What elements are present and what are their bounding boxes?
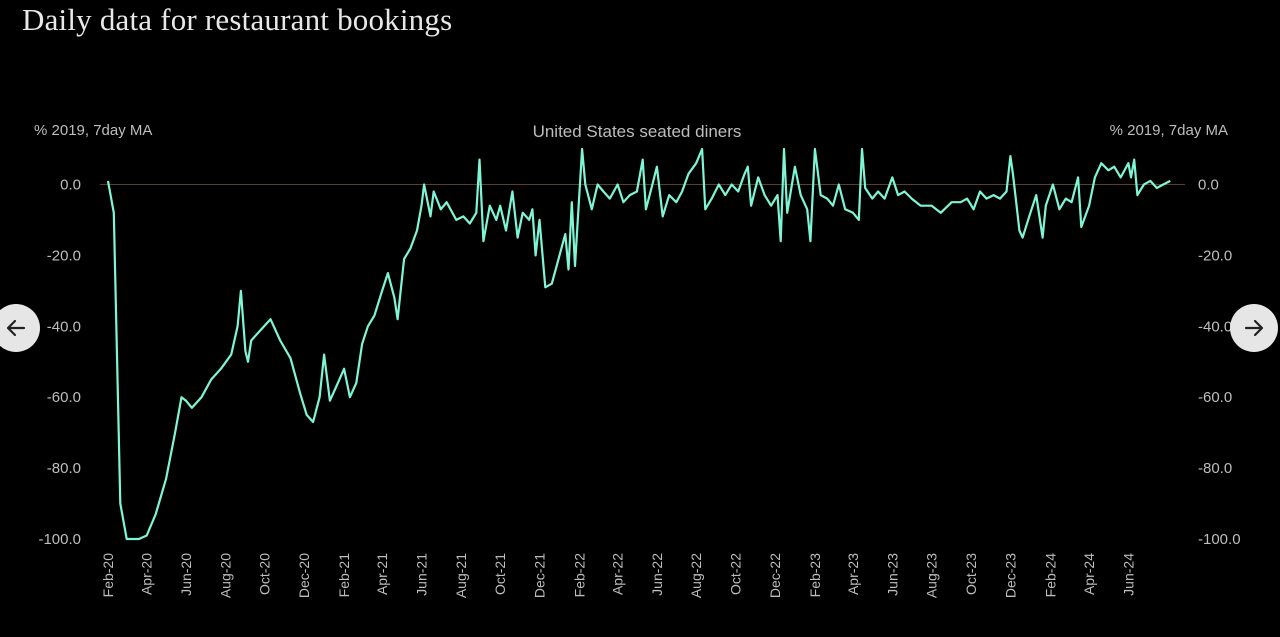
x-tick-label: Apr-24 [1081,553,1097,595]
x-tick-label: Apr-22 [610,553,626,595]
y-tick-label-left: 0.0 [60,176,81,193]
y-ticks-right: 0.0 -20.0 -40.0 -60.0 -80.0 -100.0 [1198,176,1241,548]
y-tick-label-left: -40.0 [47,318,81,335]
series-line [106,147,1171,541]
y-tick-label-right: -40.0 [1198,318,1232,335]
x-ticks: Feb-20 Apr-20 Jun-20 Aug-20 Oct-20 Dec-20 Feb-… [100,553,1136,598]
y-ticks-left: 0.0 -20.0 -40.0 -60.0 -80.0 -100.0 [38,176,81,548]
page-title: Daily data for restaurant bookings [22,2,453,37]
x-tick-label: Oct-20 [257,553,273,595]
x-tick-label: Apr-23 [845,553,861,595]
x-tick-label: Dec-20 [296,553,312,598]
x-tick-label: Feb-24 [1042,553,1058,598]
x-tick-label: Oct-22 [728,553,744,595]
x-tick-label: Jun-24 [1120,553,1136,596]
x-tick-label: Feb-21 [336,553,352,598]
x-tick-label: Oct-21 [492,553,508,595]
y-tick-label-left: -60.0 [47,389,81,406]
x-tick-label: Oct-23 [963,553,979,595]
x-tick-label: Dec-22 [767,553,783,598]
x-tick-label: Jun-20 [178,553,194,596]
x-tick-label: Apr-21 [374,553,390,595]
x-tick-label: Feb-23 [807,553,823,598]
x-tick-label: Jun-22 [649,553,665,596]
x-tick-label: Dec-23 [1002,553,1018,598]
x-tick-label: Feb-22 [571,553,587,598]
x-tick-label: Jun-21 [413,553,429,596]
x-tick-label: Aug-22 [688,553,704,598]
arrow-right-icon [1244,319,1264,337]
next-button[interactable] [1230,304,1278,352]
x-tick-label: Jun-23 [884,553,900,596]
y-tick-label-left: -20.0 [47,247,81,264]
arrow-left-icon [6,319,26,337]
y-tick-label-right: -80.0 [1198,460,1232,477]
y-tick-label-right: -100.0 [1198,531,1241,548]
y-tick-label-right: -60.0 [1198,389,1232,406]
y-tick-label-left: -100.0 [38,531,81,548]
y-axis-label-right: % 2019, 7day MA [1110,122,1228,139]
y-axis-label-left: % 2019, 7day MA [34,122,152,139]
x-tick-label: Dec-21 [532,553,548,598]
chart-title: United States seated diners [533,122,742,141]
y-tick-label-right: -20.0 [1198,247,1232,264]
x-tick-label: Aug-23 [924,553,940,598]
x-tick-label: Aug-20 [217,553,233,598]
y-tick-label-right: 0.0 [1198,176,1219,193]
previous-button[interactable] [0,304,40,352]
x-tick-label: Feb-20 [100,553,116,598]
x-tick-label: Apr-20 [139,553,155,595]
y-tick-label-left: -80.0 [47,460,81,477]
x-tick-label: Aug-21 [453,553,469,598]
